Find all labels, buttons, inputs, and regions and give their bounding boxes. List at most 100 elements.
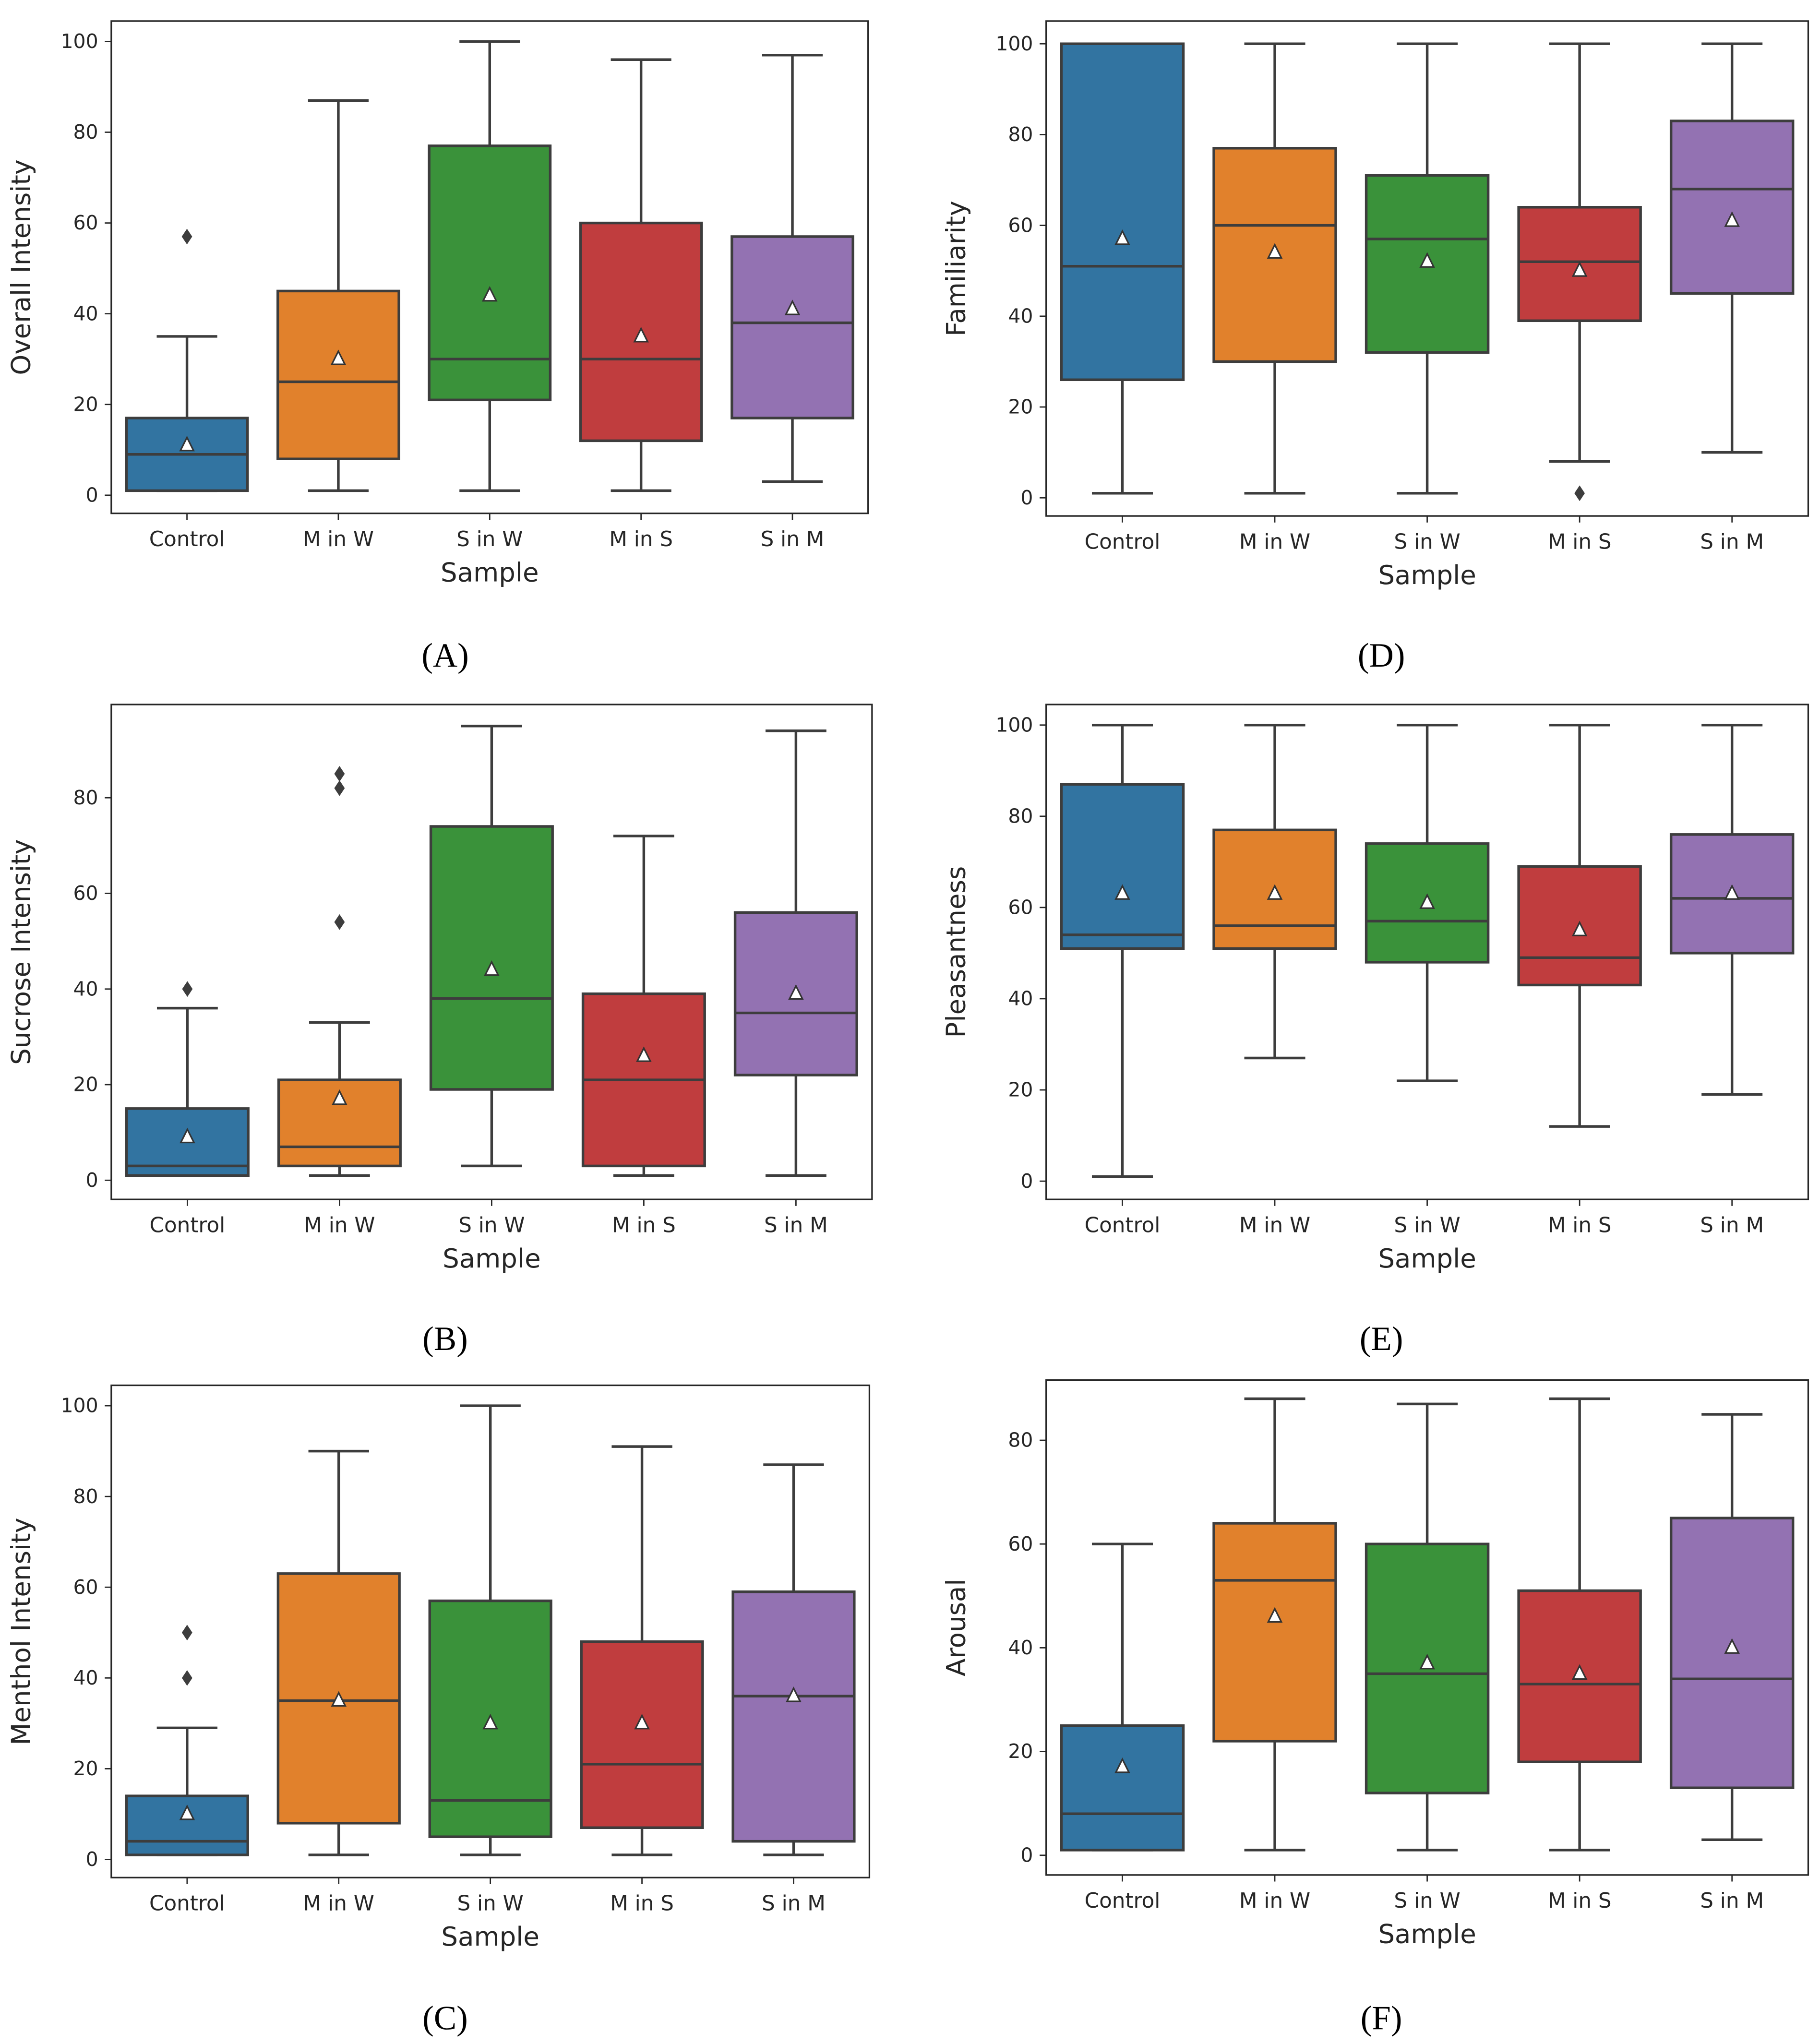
- panel-caption: (A): [421, 637, 468, 674]
- axes-frame: [1045, 704, 1809, 1200]
- y-tick-label: 100: [995, 713, 1033, 736]
- x-tick-label: S in W: [1394, 529, 1460, 554]
- box-s-in-m: [1669, 1413, 1795, 1841]
- box-m-in-w: [277, 766, 402, 1177]
- outlier-point: [181, 1625, 192, 1641]
- mean-marker: [1571, 261, 1588, 277]
- outlier-point: [334, 766, 345, 782]
- panel-caption: (D): [1358, 637, 1405, 674]
- outlier-point: [181, 228, 192, 245]
- x-tick-label: S in W: [457, 1891, 523, 1915]
- box-s-in-w: [429, 725, 554, 1168]
- mean-marker: [1419, 893, 1435, 909]
- iqr-box: [1212, 1522, 1337, 1743]
- box-control: [125, 981, 250, 1177]
- iqr-box: [580, 1640, 704, 1829]
- mean-marker: [1267, 884, 1283, 900]
- mean-marker: [331, 1691, 347, 1707]
- axes-frame: [110, 20, 869, 514]
- iqr-box: [1060, 42, 1185, 382]
- y-axis-label: Sucrose Intensity: [6, 839, 36, 1065]
- x-tick-label: M in S: [1548, 529, 1612, 554]
- box-control: [1060, 42, 1185, 495]
- box-m-in-w: [1212, 723, 1337, 1060]
- x-tick-label: Control: [1085, 529, 1161, 554]
- x-tick-label: S in M: [761, 527, 825, 551]
- box-s-in-w: [1365, 42, 1490, 495]
- y-tick-label: 20: [73, 393, 98, 416]
- mean-marker: [1267, 243, 1283, 259]
- x-tick-label: M in W: [1239, 1889, 1310, 1913]
- box-s-in-m: [733, 729, 858, 1177]
- axes-frame: [1045, 1379, 1809, 1876]
- box-m-in-s: [1517, 723, 1642, 1128]
- y-tick-label: 40: [1008, 1636, 1033, 1659]
- y-tick-label: 20: [1008, 1078, 1033, 1101]
- mean-marker: [484, 960, 500, 976]
- mean-marker: [482, 286, 498, 302]
- x-axis-label: Sample: [1378, 560, 1476, 590]
- y-tick-label: 60: [1008, 214, 1033, 237]
- y-axis-label: Overall Intensity: [6, 159, 36, 375]
- box-control: [125, 1625, 249, 1856]
- y-tick-label: 60: [73, 211, 98, 234]
- y-tick-label: 80: [73, 120, 98, 143]
- y-tick-label: 40: [73, 302, 98, 325]
- axes-frame: [1045, 20, 1809, 517]
- x-axis-label: Sample: [441, 557, 539, 588]
- mean-marker: [1724, 1638, 1740, 1654]
- x-axis-label: Sample: [1378, 1919, 1476, 1949]
- x-tick-label: M in S: [1548, 1213, 1612, 1237]
- panel-caption: (F): [1361, 2000, 1402, 2037]
- y-tick-label: 80: [73, 1485, 98, 1508]
- mean-marker: [634, 1713, 650, 1730]
- panel-B: 0 20 40 60 80 Control M in W S in W M in S S in M…: [6, 704, 873, 1358]
- x-tick-label: M in W: [303, 527, 374, 551]
- box-control: [1060, 1542, 1185, 1852]
- panel-caption: (C): [422, 2000, 468, 2037]
- outlier-point: [181, 1670, 192, 1686]
- y-tick-label: 100: [61, 1394, 98, 1417]
- outlier-point: [1574, 485, 1585, 502]
- panel-D: 0 20 40 60 80 100 Control M in W S in W M in S S i…: [941, 20, 1809, 674]
- box-s-in-m: [731, 1463, 856, 1856]
- iqr-box: [277, 1078, 402, 1168]
- y-axis-label: Menthol Intensity: [6, 1518, 36, 1745]
- iqr-box: [1060, 1724, 1185, 1852]
- box-s-in-m: [1669, 42, 1795, 454]
- outlier-point: [334, 780, 345, 796]
- box-m-in-s: [580, 1445, 704, 1856]
- y-tick-label: 80: [1008, 1429, 1033, 1452]
- x-tick-label: M in W: [304, 1213, 375, 1237]
- x-tick-label: S in W: [458, 1213, 525, 1237]
- y-axis-label: Pleasantness: [941, 866, 971, 1038]
- box-s-in-w: [1365, 1402, 1490, 1852]
- x-axis-label: Sample: [441, 1921, 539, 1952]
- iqr-box: [429, 825, 554, 1091]
- box-m-in-w: [1212, 42, 1337, 495]
- y-tick-label: 0: [86, 1169, 98, 1192]
- y-tick-label: 20: [1008, 1740, 1033, 1763]
- box-control: [1060, 723, 1185, 1178]
- mean-marker: [636, 1046, 652, 1062]
- x-tick-label: M in W: [303, 1891, 374, 1915]
- panel-F: 0 20 40 60 80 Control M in W S in W M in S S in M…: [941, 1379, 1809, 2037]
- y-tick-label: 40: [1008, 987, 1033, 1010]
- y-axis-label: Arousal: [941, 1578, 971, 1676]
- box-m-in-w: [1212, 1397, 1337, 1852]
- panel-C: 0 20 40 60 80 100 Control M in W S in W M in S S i…: [6, 1384, 871, 2037]
- y-tick-label: 0: [1020, 486, 1033, 509]
- box-s-in-m: [1669, 723, 1795, 1096]
- x-tick-label: S in W: [456, 527, 523, 551]
- x-tick-label: S in W: [1394, 1213, 1460, 1237]
- mean-marker: [1419, 1653, 1435, 1670]
- mean-marker: [1724, 211, 1740, 227]
- box-control: [125, 228, 249, 492]
- y-tick-label: 0: [1020, 1843, 1033, 1866]
- x-axis-label: Sample: [443, 1243, 541, 1274]
- x-tick-label: S in M: [764, 1213, 828, 1237]
- iqr-box: [1669, 120, 1795, 295]
- x-tick-label: S in M: [1700, 529, 1764, 554]
- y-tick-label: 20: [73, 1757, 98, 1780]
